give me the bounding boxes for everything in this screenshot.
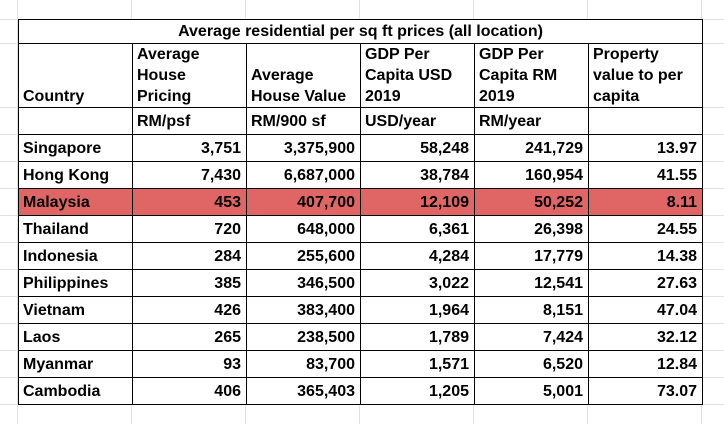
value-cell[interactable]: 284 [132,242,247,270]
value-cell[interactable]: 241,729 [474,134,589,162]
value-cell[interactable]: 383,400 [246,296,361,324]
value-cell[interactable]: 5,001 [474,377,589,405]
value-cell[interactable]: 41.55 [588,161,703,189]
header-text: GDP Per Capita USD 2019 [365,46,453,105]
value-cell[interactable]: 3,375,900 [246,134,361,162]
value-cell[interactable]: 385 [132,269,247,297]
value-cell[interactable]: 1,964 [360,296,475,324]
value-cell[interactable]: 83,700 [246,350,361,378]
header-row: Country Average House Pricing Average Ho… [18,43,703,108]
value-cell[interactable]: 93 [132,350,247,378]
country-cell[interactable]: Thailand [18,215,133,243]
table-row: Indonesia 284 255,600 4,284 17,779 14.38 [18,242,703,270]
country-cell[interactable]: Myanmar [18,350,133,378]
value-cell[interactable]: 7,430 [132,161,247,189]
country-cell[interactable]: Philippines [18,269,133,297]
value-cell[interactable]: 365,403 [246,377,361,405]
table-row: Singapore 3,751 3,375,900 58,248 241,729 13.9… [18,134,703,162]
value-cell[interactable]: 58,248 [360,134,475,162]
header-text: Country [23,88,85,105]
country-cell[interactable]: Hong Kong [18,161,133,189]
table-row: Hong Kong 7,430 6,687,000 38,784 160,954 41.5… [18,161,703,189]
value-cell[interactable]: 14.38 [588,242,703,270]
value-cell[interactable]: 32.12 [588,323,703,351]
value-cell[interactable]: 6,687,000 [246,161,361,189]
country-cell[interactable]: Vietnam [18,296,133,324]
header-cell[interactable]: GDP Per Capita RM 2019 [474,43,589,108]
value-cell[interactable]: 38,784 [360,161,475,189]
value-cell[interactable]: 648,000 [246,215,361,243]
value-cell[interactable]: 453 [132,188,247,216]
table-title[interactable]: Average residential per sq ft prices (al… [18,19,703,44]
value-cell[interactable]: 406 [132,377,247,405]
value-cell[interactable]: 47.04 [588,296,703,324]
units-row: RM/psf RM/900 sf USD/year RM/year [18,107,703,135]
value-cell[interactable]: 4,284 [360,242,475,270]
country-cell[interactable]: Malaysia [18,188,133,216]
value-cell[interactable]: 265 [132,323,247,351]
value-cell[interactable]: 17,779 [474,242,589,270]
value-cell[interactable]: 27.63 [588,269,703,297]
value-cell[interactable]: 13.97 [588,134,703,162]
country-cell[interactable]: Laos [18,323,133,351]
value-cell[interactable]: 255,600 [246,242,361,270]
header-cell[interactable]: Property value to per capita [588,43,703,108]
value-cell[interactable]: 160,954 [474,161,589,189]
price-table: Average residential per sq ft prices (al… [18,19,703,405]
unit-cell[interactable] [588,107,703,135]
country-cell[interactable]: Indonesia [18,242,133,270]
value-cell[interactable]: 1,571 [360,350,475,378]
value-cell[interactable]: 6,520 [474,350,589,378]
table-row: Laos 265 238,500 1,789 7,424 32.12 [18,323,703,351]
unit-cell[interactable]: USD/year [360,107,475,135]
value-cell[interactable]: 73.07 [588,377,703,405]
table-row: Cambodia 406 365,403 1,205 5,001 73.07 [18,377,703,405]
header-cell[interactable]: Average House Value [246,43,361,108]
country-cell[interactable]: Cambodia [18,377,133,405]
table-row: Malaysia 453 407,700 12,109 50,252 8.11 [18,188,703,216]
unit-cell[interactable]: RM/900 sf [246,107,361,135]
table-row: Myanmar 93 83,700 1,571 6,520 12.84 [18,350,703,378]
header-cell[interactable]: GDP Per Capita USD 2019 [360,43,475,108]
value-cell[interactable]: 8,151 [474,296,589,324]
country-cell[interactable]: Singapore [18,134,133,162]
table-row: Thailand 720 648,000 6,361 26,398 24.55 [18,215,703,243]
value-cell[interactable]: 7,424 [474,323,589,351]
value-cell[interactable]: 1,205 [360,377,475,405]
value-cell[interactable]: 12.84 [588,350,703,378]
value-cell[interactable]: 12,109 [360,188,475,216]
value-cell[interactable]: 426 [132,296,247,324]
table-row: Philippines 385 346,500 3,022 12,541 27.63 [18,269,703,297]
header-cell[interactable]: Average House Pricing [132,43,247,108]
unit-cell[interactable] [18,107,133,135]
value-cell[interactable]: 3,751 [132,134,247,162]
header-cell[interactable]: Country [18,43,133,108]
value-cell[interactable]: 3,022 [360,269,475,297]
value-cell[interactable]: 720 [132,215,247,243]
header-text: Average House Pricing [137,46,200,105]
value-cell[interactable]: 407,700 [246,188,361,216]
unit-cell[interactable]: RM/psf [132,107,247,135]
value-cell[interactable]: 6,361 [360,215,475,243]
value-cell[interactable]: 12,541 [474,269,589,297]
table-row: Vietnam 426 383,400 1,964 8,151 47.04 [18,296,703,324]
value-cell[interactable]: 1,789 [360,323,475,351]
header-text: Average House Value [251,67,347,105]
header-text: Property value to per capita [593,46,683,105]
unit-cell[interactable]: RM/year [474,107,589,135]
header-text: GDP Per Capita RM 2019 [479,46,558,105]
value-cell[interactable]: 26,398 [474,215,589,243]
value-cell[interactable]: 346,500 [246,269,361,297]
value-cell[interactable]: 24.55 [588,215,703,243]
value-cell[interactable]: 50,252 [474,188,589,216]
value-cell[interactable]: 8.11 [588,188,703,216]
value-cell[interactable]: 238,500 [246,323,361,351]
